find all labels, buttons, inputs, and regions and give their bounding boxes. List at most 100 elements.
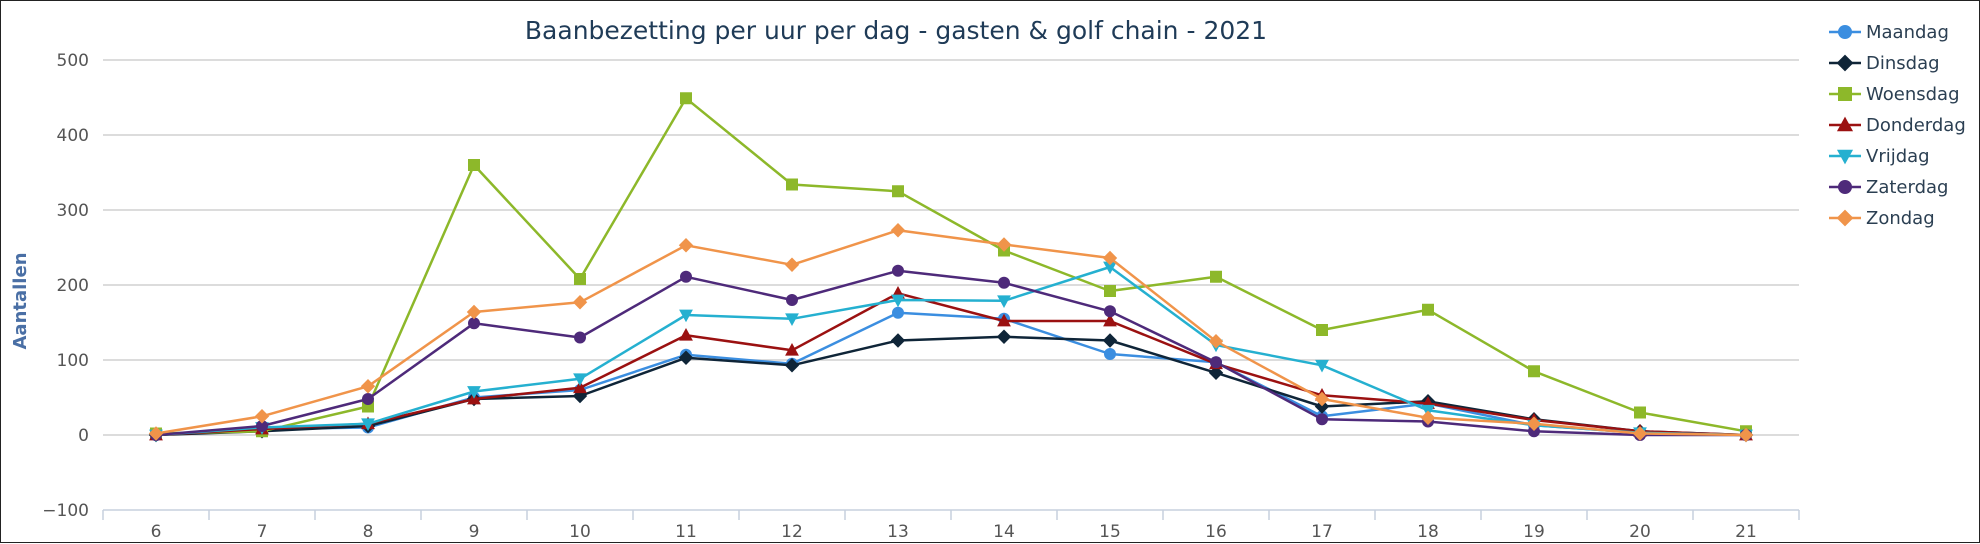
data-point[interactable] (1210, 356, 1222, 369)
data-point[interactable] (997, 313, 1011, 327)
data-point[interactable] (1528, 425, 1540, 438)
legend-item-vrijdag[interactable]: Vrijdag (1829, 146, 1930, 167)
legend-label: Maandag (1866, 22, 1949, 43)
data-point[interactable] (680, 92, 692, 105)
x-tick-label: 7 (257, 522, 268, 542)
data-point[interactable] (784, 257, 800, 272)
data-point[interactable] (1314, 391, 1330, 407)
data-point[interactable] (468, 317, 480, 330)
data-point[interactable] (892, 185, 904, 198)
data-point[interactable] (785, 343, 799, 356)
legend-marker[interactable] (1838, 180, 1852, 194)
y-tick-label: −100 (42, 501, 89, 521)
x-tick-label: 12 (781, 522, 803, 542)
legend-label: Zaterdag (1866, 177, 1948, 198)
data-point[interactable] (1420, 410, 1436, 425)
legend-marker[interactable] (1836, 149, 1854, 165)
data-point[interactable] (574, 331, 586, 344)
legend-marker[interactable] (1836, 54, 1854, 72)
data-point[interactable] (1104, 348, 1116, 360)
data-point[interactable] (1632, 426, 1648, 441)
legend-item-donderdag[interactable]: Donderdag (1829, 115, 1966, 136)
legend-item-zaterdag[interactable]: Zaterdag (1829, 177, 1948, 198)
data-point[interactable] (361, 418, 375, 431)
series-line[interactable] (155, 97, 1747, 435)
data-point[interactable] (466, 304, 482, 320)
data-point[interactable] (148, 426, 164, 441)
series-zondag (148, 223, 1754, 443)
x-tick-label: 14 (993, 522, 1015, 542)
data-point[interactable] (678, 350, 694, 365)
data-point[interactable] (679, 328, 693, 341)
data-point[interactable] (1314, 399, 1330, 414)
data-point[interactable] (1422, 303, 1434, 316)
data-point[interactable] (1316, 324, 1328, 336)
data-point[interactable] (572, 295, 588, 310)
legend[interactable]: Maandag Dinsdag Woensdag Donderdag Vrijdag Za… (1829, 22, 1966, 229)
legend-marker[interactable] (1836, 209, 1854, 227)
data-point[interactable] (1104, 305, 1116, 318)
data-point[interactable] (786, 294, 798, 306)
legend-label: Woensdag (1866, 84, 1960, 105)
x-tick-label: 19 (1523, 522, 1545, 542)
data-point[interactable] (573, 380, 587, 394)
data-point[interactable] (362, 393, 374, 405)
data-point[interactable] (891, 294, 905, 308)
series-dinsdag (148, 329, 1754, 443)
legend-marker[interactable] (1838, 87, 1852, 101)
data-point[interactable] (1210, 270, 1222, 283)
data-point[interactable] (678, 238, 694, 253)
data-point[interactable] (785, 313, 799, 326)
series-line[interactable] (155, 292, 1747, 437)
data-point[interactable] (998, 276, 1010, 289)
data-point[interactable] (256, 420, 268, 432)
legend-marker[interactable] (1836, 116, 1854, 132)
y-tick-label: 500 (57, 51, 89, 71)
data-point[interactable] (680, 270, 692, 283)
data-point[interactable] (1104, 285, 1116, 297)
data-point[interactable] (892, 264, 904, 277)
legend-item-woensdag[interactable]: Woensdag (1829, 84, 1960, 105)
legend-item-dinsdag[interactable]: Dinsdag (1829, 53, 1940, 74)
data-point[interactable] (996, 237, 1012, 252)
data-point[interactable] (1526, 416, 1542, 431)
y-tick-label: 0 (78, 426, 89, 446)
x-tick-label: 15 (1099, 522, 1121, 542)
data-point[interactable] (890, 333, 906, 348)
data-point[interactable] (1634, 406, 1646, 419)
data-point[interactable] (1738, 427, 1754, 443)
data-point[interactable] (1315, 359, 1329, 373)
legend-item-zondag[interactable]: Zondag (1829, 208, 1935, 229)
axes: −100 0 100 200 300 400 500 6 7 8 9 10 11 12 13 14 15 16 17… (42, 51, 1800, 542)
x-tick-label: 6 (151, 522, 162, 542)
data-point[interactable] (1316, 413, 1328, 426)
data-point[interactable] (360, 379, 376, 394)
data-point[interactable] (1103, 261, 1117, 275)
data-point[interactable] (786, 178, 798, 191)
data-point[interactable] (996, 329, 1012, 344)
data-point[interactable] (892, 306, 904, 319)
data-point[interactable] (574, 273, 586, 285)
data-point[interactable] (679, 309, 693, 323)
x-tick-label: 11 (675, 522, 697, 542)
data-point[interactable] (1528, 365, 1540, 378)
series-line[interactable] (155, 265, 1747, 437)
data-point[interactable] (890, 223, 906, 238)
series-line[interactable] (155, 229, 1747, 437)
legend-item-maandag[interactable]: Maandag (1829, 22, 1949, 43)
series-line[interactable] (155, 269, 1746, 437)
data-point[interactable] (784, 358, 800, 373)
data-point[interactable] (254, 409, 270, 424)
data-point[interactable] (1103, 313, 1117, 327)
data-point[interactable] (467, 386, 481, 399)
data-point[interactable] (573, 373, 587, 386)
data-point[interactable] (1208, 334, 1224, 349)
y-axis-label: Aantallen (10, 252, 31, 349)
data-point[interactable] (468, 159, 480, 171)
data-point[interactable] (1102, 250, 1118, 266)
legend-marker[interactable] (1838, 25, 1852, 39)
y-tick-label: 200 (57, 276, 89, 296)
data-point[interactable] (1102, 333, 1118, 348)
data-point[interactable] (997, 295, 1011, 308)
